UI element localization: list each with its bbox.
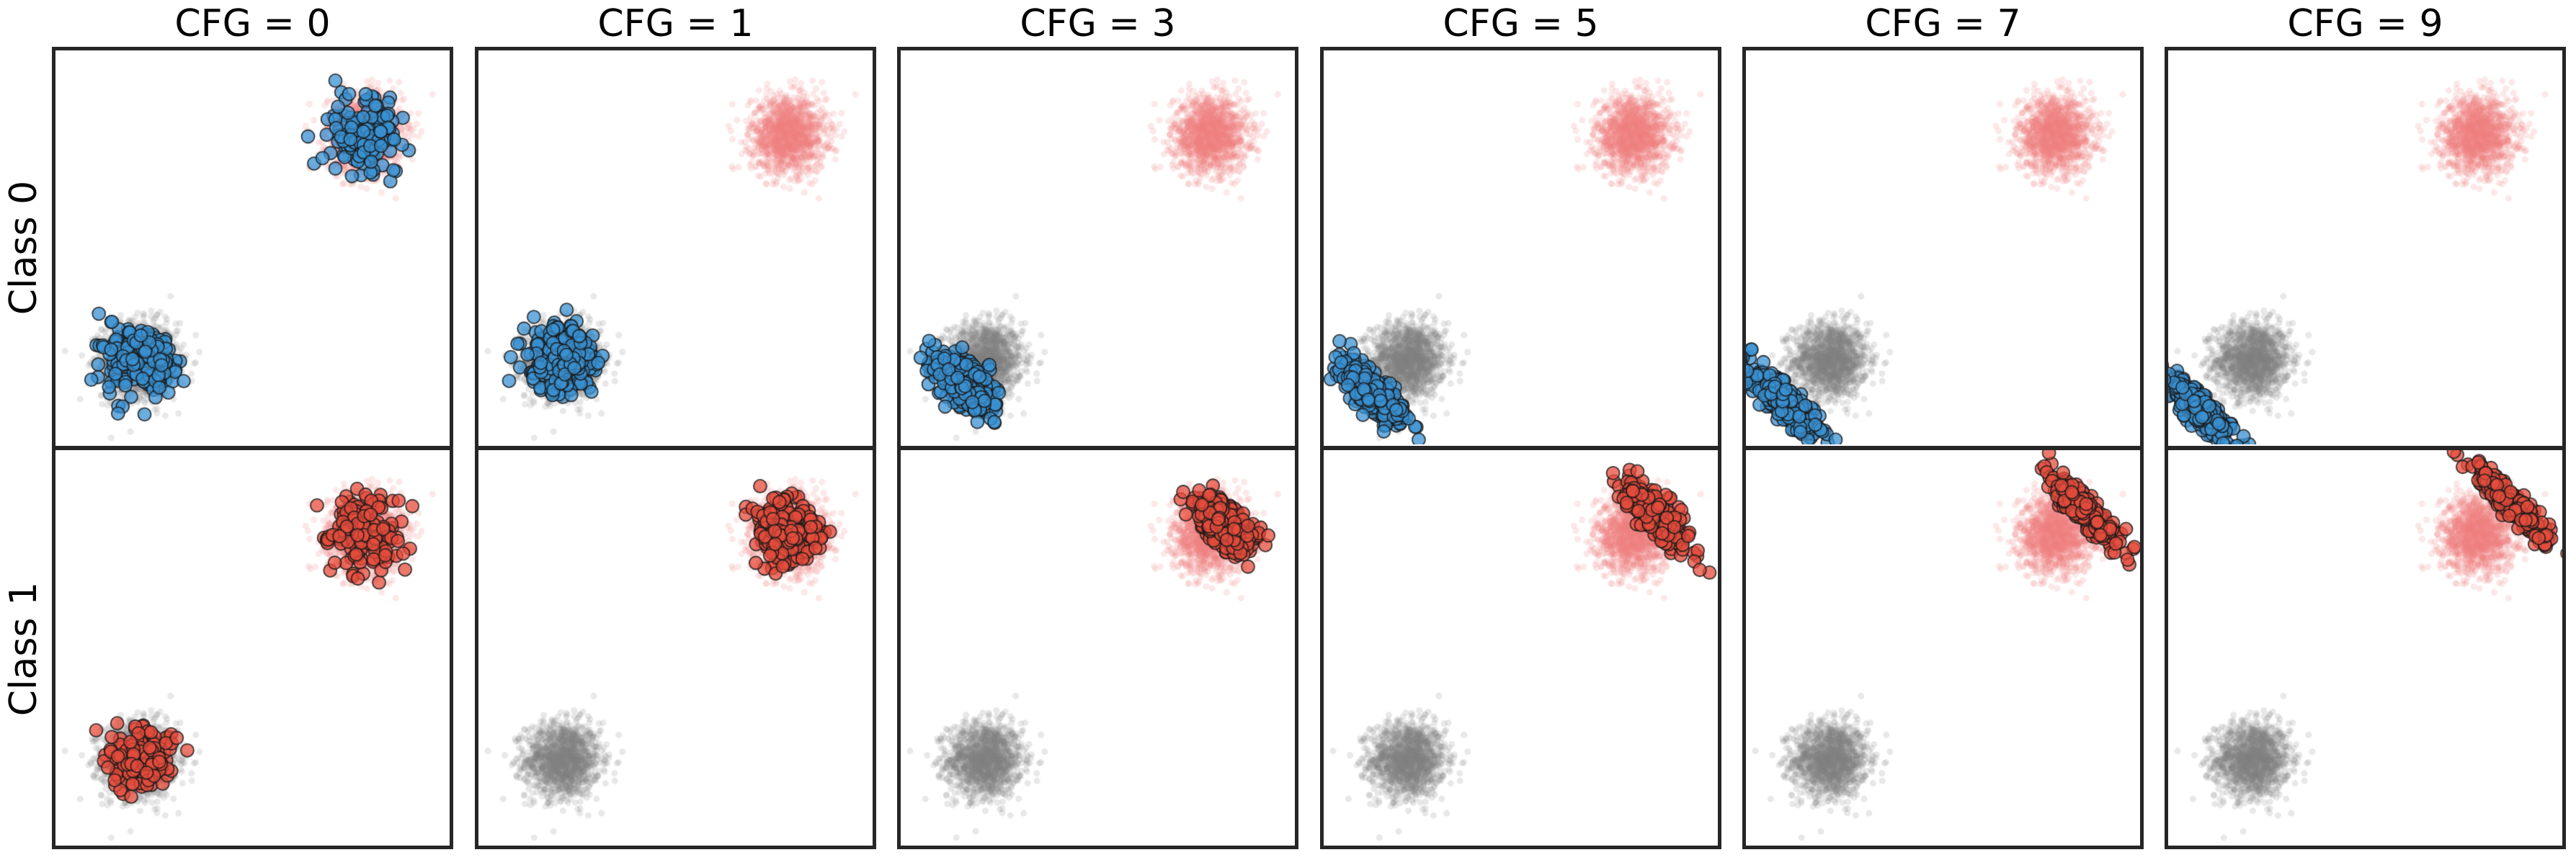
scatter-panel-class-1-cfg-9 bbox=[2165, 448, 2566, 849]
scatter-plot-canvas bbox=[55, 450, 450, 844]
scatter-plot-canvas bbox=[2168, 50, 2562, 444]
scatter-plot-canvas bbox=[2168, 450, 2562, 844]
column-title-cfg-5: CFG = 5 bbox=[1443, 2, 1599, 45]
column-title-cfg-1: CFG = 1 bbox=[597, 2, 754, 45]
row-label-class-0-text: Class 0 bbox=[2, 180, 46, 315]
scatter-plot-canvas bbox=[1324, 50, 1718, 444]
scatter-plot-canvas bbox=[1324, 450, 1718, 844]
scatter-plot-canvas bbox=[1746, 450, 2140, 844]
scatter-panel-class-1-cfg-7 bbox=[1742, 448, 2144, 849]
scatter-plot-canvas bbox=[478, 50, 873, 444]
scatter-panel-class-0-cfg-9 bbox=[2165, 47, 2566, 448]
scatter-panel-class-1-cfg-0 bbox=[52, 448, 453, 849]
row-label-class-1: Class 1 bbox=[0, 448, 48, 849]
scatter-plot-canvas bbox=[478, 450, 873, 844]
scatter-plot-canvas bbox=[901, 50, 1295, 444]
scatter-panel-class-1-cfg-1 bbox=[475, 448, 876, 849]
scatter-panel-class-0-cfg-7 bbox=[1742, 47, 2144, 448]
column-title-cfg-7: CFG = 7 bbox=[1865, 2, 2021, 45]
scatter-panel-class-0-cfg-5 bbox=[1320, 47, 1721, 448]
row-label-class-0: Class 0 bbox=[0, 47, 48, 448]
column-title-cfg-3: CFG = 3 bbox=[1020, 2, 1176, 45]
scatter-plot-canvas bbox=[1746, 50, 2140, 444]
scatter-panel-class-1-cfg-3 bbox=[897, 448, 1298, 849]
column-title-cfg-9: CFG = 9 bbox=[2287, 2, 2443, 45]
scatter-panel-class-0-cfg-1 bbox=[475, 47, 876, 448]
scatter-panel-class-0-cfg-3 bbox=[897, 47, 1298, 448]
scatter-panel-class-1-cfg-5 bbox=[1320, 448, 1721, 849]
scatter-plot-canvas bbox=[55, 50, 450, 444]
scatter-plot-canvas bbox=[901, 450, 1295, 844]
row-label-class-1-text: Class 1 bbox=[2, 581, 46, 716]
column-title-cfg-0: CFG = 0 bbox=[174, 2, 331, 45]
scatter-panel-class-0-cfg-0 bbox=[52, 47, 453, 448]
